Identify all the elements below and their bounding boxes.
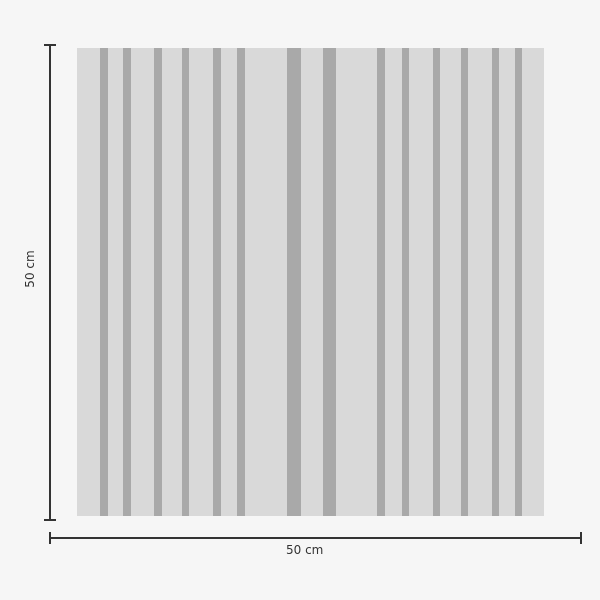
tile-stripe <box>123 48 131 516</box>
width-dimension-cap-right <box>580 532 582 544</box>
height-dimension-line <box>49 44 51 521</box>
tile-stripe <box>182 48 189 516</box>
tile-stripe <box>377 48 385 516</box>
height-label: 50 cm <box>23 250 37 288</box>
tile-image <box>77 48 544 516</box>
tile-stripe <box>402 48 409 516</box>
width-dimension-cap-left <box>49 532 51 544</box>
tile-stripe <box>461 48 468 516</box>
tile-stripe <box>154 48 162 516</box>
tile-stripe <box>237 48 245 516</box>
tile-stripe <box>433 48 440 516</box>
height-dimension-cap-bottom <box>44 519 56 521</box>
tile-stripe <box>492 48 499 516</box>
height-dimension-cap-top <box>44 44 56 46</box>
width-dimension-line <box>50 537 582 539</box>
width-label: 50 cm <box>286 543 324 557</box>
tile-stripe <box>323 48 336 516</box>
tile-stripe <box>287 48 301 516</box>
tile-stripe <box>515 48 522 516</box>
tile-stripe <box>100 48 108 516</box>
tile-stripe <box>213 48 221 516</box>
